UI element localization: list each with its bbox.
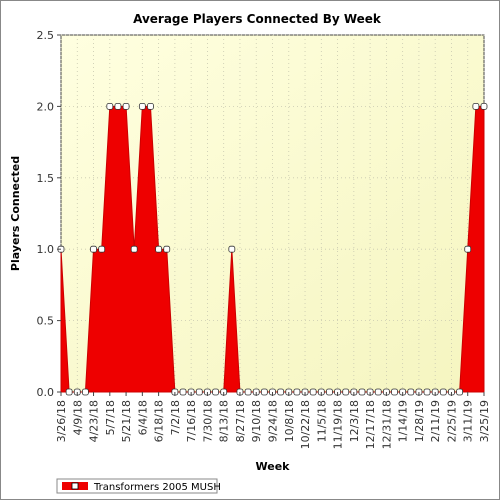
data-point-marker [456, 388, 463, 396]
data-point-marker [439, 388, 447, 396]
y-tick-label: 1.5 [37, 172, 55, 185]
data-point-marker [228, 245, 236, 253]
x-tick-label: 8/13/18 [218, 400, 231, 442]
data-point-marker [464, 245, 472, 253]
legend-label: Transformers 2005 MUSH [93, 482, 221, 493]
data-point-marker [195, 388, 203, 396]
data-point-marker [130, 245, 138, 253]
x-axis-ticks: 3/26/18 4/9/18 4/23/18 5/7/18 5/21/18 6/4/18 6… [55, 392, 491, 449]
legend-marker [71, 482, 79, 490]
chart-title: Average Players Connected By Week [133, 12, 382, 26]
data-point-marker [90, 245, 97, 253]
data-point-marker [260, 388, 268, 396]
y-tick-label: 0.5 [37, 315, 55, 328]
x-tick-label: 5/21/18 [120, 400, 133, 442]
data-point-marker [163, 245, 171, 253]
data-point-marker [179, 388, 187, 396]
data-point-marker [82, 388, 89, 396]
data-point-marker [65, 388, 73, 396]
x-tick-label: 3/11/19 [462, 400, 475, 442]
x-tick-label: 3/25/19 [478, 400, 491, 442]
data-point-marker [293, 388, 301, 396]
data-point-marker [472, 103, 480, 110]
data-point-marker [407, 388, 415, 396]
data-point-marker [106, 103, 114, 110]
x-tick-label: 7/2/18 [169, 400, 182, 435]
data-point-marker [122, 103, 130, 110]
data-point-marker [114, 103, 122, 110]
data-point-marker [342, 388, 350, 396]
x-tick-label: 2/11/19 [429, 400, 442, 442]
x-tick-label: 6/18/18 [153, 400, 166, 442]
x-tick-label: 3/26/18 [55, 400, 68, 442]
x-tick-label: 12/3/18 [348, 400, 361, 442]
x-tick-label: 6/4/18 [136, 400, 149, 435]
x-tick-label: 4/9/18 [71, 400, 84, 435]
x-tick-label: 9/10/18 [250, 400, 263, 442]
x-tick-label: 12/31/18 [380, 400, 393, 449]
legend: Transformers 2005 MUSH [56, 478, 221, 494]
data-point-marker [147, 103, 154, 110]
x-tick-label: 5/7/18 [104, 400, 117, 435]
data-point-marker [326, 388, 333, 396]
data-point-marker [98, 245, 106, 253]
y-axis-ticks: 0.0 0.5 1.0 1.5 2.0 2.5 [37, 29, 61, 399]
x-tick-label: 1/28/19 [413, 400, 426, 442]
x-tick-label: 10/22/18 [299, 400, 312, 449]
data-point-marker [423, 388, 431, 396]
data-point-marker [155, 245, 163, 253]
y-tick-label: 0.0 [37, 386, 55, 399]
data-point-marker [358, 388, 366, 396]
y-axis-label: Players Connected [9, 156, 22, 271]
x-tick-label: 10/8/18 [283, 400, 296, 442]
data-point-marker [212, 388, 219, 396]
data-point-marker [277, 388, 285, 396]
data-point-marker [309, 388, 317, 396]
x-tick-label: 11/5/18 [315, 400, 328, 442]
x-tick-label: 1/14/19 [397, 400, 410, 442]
x-tick-label: 12/17/18 [364, 400, 377, 449]
x-tick-label: 2/25/19 [445, 400, 458, 442]
x-tick-label: 8/27/18 [234, 400, 247, 442]
y-tick-label: 2.5 [37, 29, 55, 42]
data-point-marker [244, 388, 252, 396]
x-tick-label: 11/19/18 [332, 400, 345, 449]
data-point-marker [374, 388, 382, 396]
x-tick-label: 7/30/18 [201, 400, 214, 442]
data-point-marker [138, 103, 146, 110]
data-point-marker [391, 388, 398, 396]
legend-box [56, 478, 218, 494]
y-tick-label: 1.0 [37, 243, 55, 256]
x-tick-label: 7/16/18 [185, 400, 198, 442]
data-point-marker [480, 103, 488, 110]
y-tick-label: 2.0 [37, 100, 55, 113]
x-axis-label: Week [256, 460, 291, 473]
x-tick-label: 9/24/18 [267, 400, 280, 442]
x-tick-label: 4/23/18 [88, 400, 101, 442]
